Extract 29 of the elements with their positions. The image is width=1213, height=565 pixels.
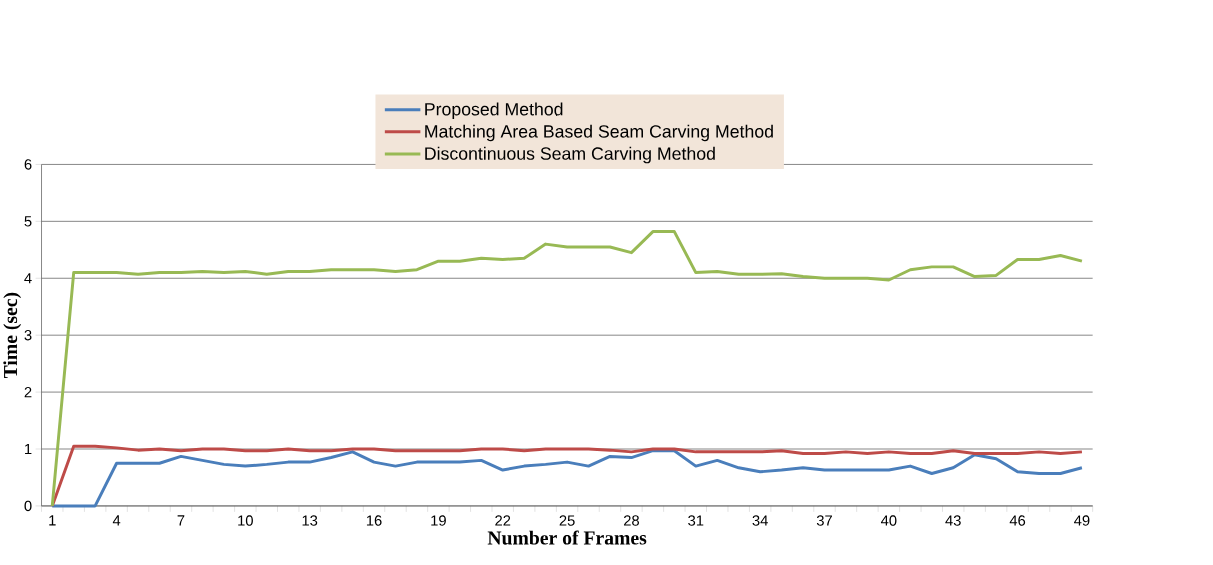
legend-label: Matching Area Based Seam Carving Method xyxy=(425,124,773,142)
x-tick-label: 19 xyxy=(431,515,446,526)
x-tick-label: 34 xyxy=(752,515,768,526)
x-tick-label: 49 xyxy=(1074,515,1090,526)
x-tick-label: 25 xyxy=(559,515,575,526)
y-tick-label: 4 xyxy=(24,273,32,284)
legend-label: Proposed Method xyxy=(425,102,563,120)
x-tick-label: 28 xyxy=(623,515,639,526)
x-tick-label: 31 xyxy=(688,515,704,526)
y-tick-label: 5 xyxy=(24,216,32,227)
y-tick-label: 2 xyxy=(24,387,32,398)
x-tick-label: 4 xyxy=(112,515,121,526)
x-tick-label: 7 xyxy=(177,515,185,526)
x-axis-title: Number of Frames xyxy=(487,530,647,545)
y-tick-label: 0 xyxy=(24,500,32,512)
x-tick-label: 43 xyxy=(945,515,961,526)
y-tick-label: 1 xyxy=(25,444,32,455)
x-tick-label: 40 xyxy=(881,515,897,526)
x-tick-label: 10 xyxy=(238,515,253,526)
x-tick-label: 1 xyxy=(49,515,56,526)
y-tick-label: 3 xyxy=(24,330,32,341)
x-tick-label: 22 xyxy=(495,515,511,526)
x-tick-label: 46 xyxy=(1009,515,1026,526)
x-tick-label: 16 xyxy=(366,515,382,526)
legend-label: Discontinuous Seam Carving Method xyxy=(425,147,715,164)
x-tick-label: 37 xyxy=(816,515,832,526)
y-axis-title: Time (sec) xyxy=(3,293,22,379)
x-tick-label: 13 xyxy=(302,515,318,526)
y-tick-label: 6 xyxy=(24,159,32,170)
